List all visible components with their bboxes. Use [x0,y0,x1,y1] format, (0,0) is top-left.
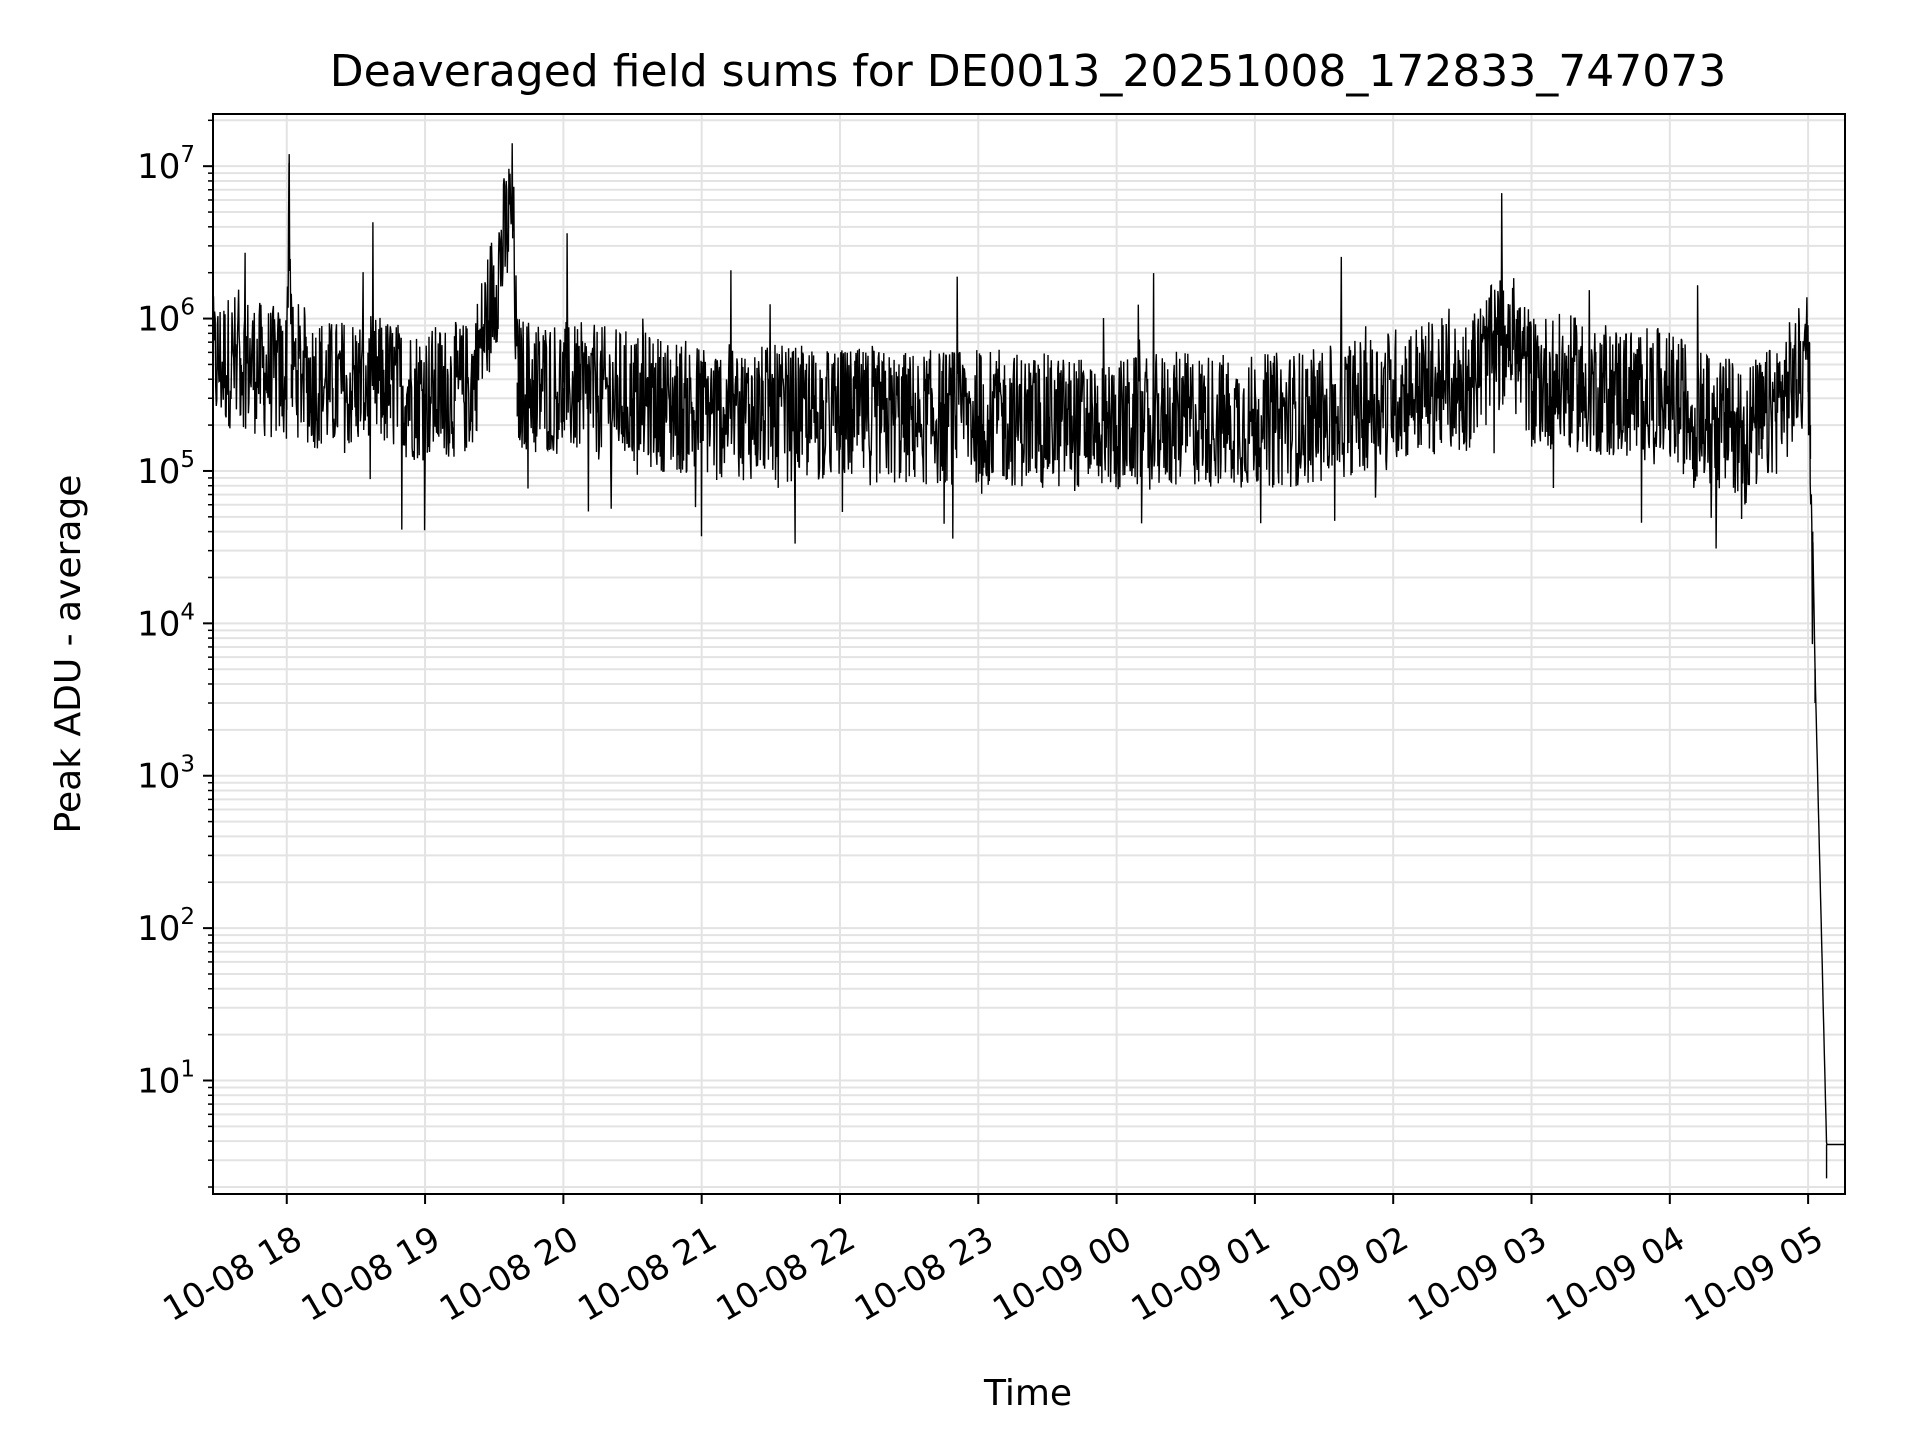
series-line [212,143,1845,1146]
y-tick-label: 104 [137,599,195,644]
major-grid [213,114,1845,1194]
y-tick-label: 105 [137,447,195,492]
y-tick-label: 106 [137,295,195,340]
y-axis-ticks: 101 102 103 104 105 106 107 [137,119,213,1188]
y-axis-label: Peak ADU - average [48,475,89,834]
y-tick-label: 103 [137,752,195,797]
x-axis-label: Time [983,1373,1072,1414]
y-tick-label: 102 [137,904,195,949]
y-tick-label: 101 [137,1057,195,1102]
plot-frame [212,113,1846,1195]
y-tick-label: 107 [137,142,195,187]
chart-title: Deaveraged field sums for DE0013_2025100… [330,46,1727,97]
